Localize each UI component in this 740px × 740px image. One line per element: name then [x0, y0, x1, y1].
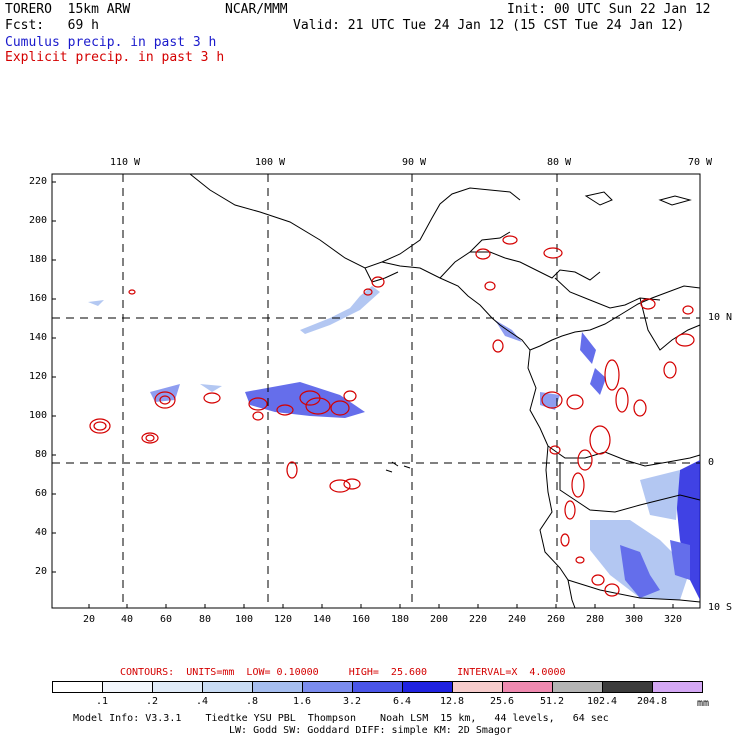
x-tick-label: 80	[198, 614, 212, 625]
lat-label: 0	[708, 457, 715, 468]
y-tick-label: 180	[28, 254, 47, 265]
axis-ticks	[52, 181, 674, 608]
colorbar-swatch	[52, 681, 103, 693]
model-name: TORERO 15km ARW	[5, 2, 131, 17]
cumulus-precip-shading	[88, 286, 700, 600]
x-tick-label: 260	[546, 614, 566, 625]
colorbar-swatch	[402, 681, 453, 693]
colorbar-label: 25.6	[489, 696, 515, 707]
field-label-explicit: Explicit precip. in past 3 h	[5, 50, 225, 65]
forecast-hour: Fcst: 69 h	[5, 18, 99, 33]
colorbar-label: 51.2	[539, 696, 565, 707]
colorbar-unit: mm	[697, 698, 710, 709]
colorbar-swatch	[602, 681, 653, 693]
x-tick-label: 160	[351, 614, 371, 625]
lon-label: 70 W	[687, 157, 713, 168]
x-tick-label: 120	[273, 614, 293, 625]
coastlines	[189, 173, 701, 609]
lat-label: 10 N	[708, 312, 733, 323]
colorbar-label: 1.6	[292, 696, 312, 707]
x-tick-label: 200	[429, 614, 449, 625]
colorbar-swatch	[302, 681, 353, 693]
lon-label: 80 W	[546, 157, 572, 168]
colorbar-swatch	[152, 681, 203, 693]
x-tick-label: 300	[624, 614, 644, 625]
colorbar-label: 12.8	[439, 696, 465, 707]
colorbar-label: 102.4	[586, 696, 618, 707]
lon-label: 90 W	[401, 157, 427, 168]
x-tick-label: 60	[159, 614, 173, 625]
lat-label: 10 S	[708, 602, 733, 613]
contour-info: CONTOURS: UNITS=mm LOW= 0.10000 HIGH= 25…	[120, 667, 566, 678]
explicit-precip-contours	[89, 235, 695, 597]
org-name: NCAR/MMM	[225, 2, 288, 17]
x-tick-label: 180	[390, 614, 410, 625]
y-tick-label: 40	[34, 527, 47, 538]
valid-time: Valid: 21 UTC Tue 24 Jan 12 (15 CST Tue …	[293, 18, 685, 33]
x-tick-label: 240	[507, 614, 527, 625]
x-tick-label: 40	[120, 614, 134, 625]
y-tick-label: 200	[28, 215, 47, 226]
lon-label: 100 W	[254, 157, 286, 168]
colorbar-label: .2	[145, 696, 159, 707]
colorbar-label: .4	[195, 696, 209, 707]
x-tick-label: 280	[585, 614, 605, 625]
init-time: Init: 00 UTC Sun 22 Jan 12	[507, 2, 711, 17]
x-tick-label: 100	[234, 614, 254, 625]
model-info-line1: Model Info: V3.3.1 Tiedtke YSU PBL Thomp…	[73, 713, 609, 724]
x-tick-label: 320	[663, 614, 683, 625]
colorbar-swatch	[552, 681, 603, 693]
colorbar-swatch	[502, 681, 553, 693]
colorbar-swatch	[202, 681, 253, 693]
y-tick-label: 220	[28, 176, 47, 187]
y-tick-label: 60	[34, 488, 47, 499]
lon-label: 110 W	[109, 157, 141, 168]
x-tick-label: 140	[312, 614, 332, 625]
colorbar-swatch	[352, 681, 403, 693]
x-tick-label: 220	[468, 614, 488, 625]
colorbar-swatch	[452, 681, 503, 693]
colorbar-label: 6.4	[392, 696, 412, 707]
y-tick-label: 160	[28, 293, 47, 304]
colorbar-label: 204.8	[636, 696, 668, 707]
colorbar-swatch	[652, 681, 703, 693]
y-tick-label: 80	[34, 449, 47, 460]
y-tick-label: 140	[28, 332, 47, 343]
colorbar-label: .8	[245, 696, 259, 707]
colorbar-swatch	[102, 681, 153, 693]
field-label-cumulus: Cumulus precip. in past 3 h	[5, 35, 217, 50]
colorbar-label: .1	[95, 696, 109, 707]
model-info-line2: LW: Godd SW: Goddard DIFF: simple KM: 2D…	[229, 725, 512, 736]
y-tick-label: 20	[34, 566, 47, 577]
y-tick-label: 120	[28, 371, 47, 382]
x-tick-label: 20	[82, 614, 96, 625]
colorbar-swatch	[252, 681, 303, 693]
y-tick-label: 100	[28, 410, 47, 421]
colorbar-label: 3.2	[342, 696, 362, 707]
